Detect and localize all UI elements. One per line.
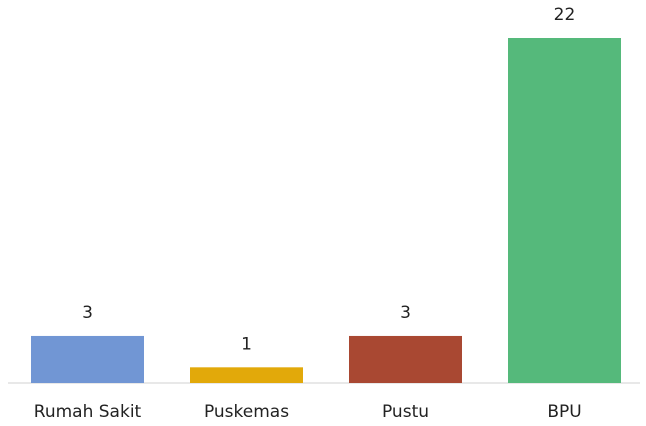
x-tick-label: Pustu: [382, 402, 429, 422]
x-tick-label: Puskemas: [204, 402, 289, 422]
x-tick-label: BPU: [547, 402, 581, 422]
data-label: 22: [554, 5, 576, 25]
bar: [31, 335, 144, 383]
data-label: 3: [82, 303, 93, 323]
data-label: 3: [400, 303, 411, 323]
bar: [190, 367, 303, 383]
x-tick-label: Rumah Sakit: [34, 402, 142, 422]
bar: [349, 335, 462, 383]
bar: [508, 38, 621, 383]
data-label: 1: [241, 334, 252, 354]
